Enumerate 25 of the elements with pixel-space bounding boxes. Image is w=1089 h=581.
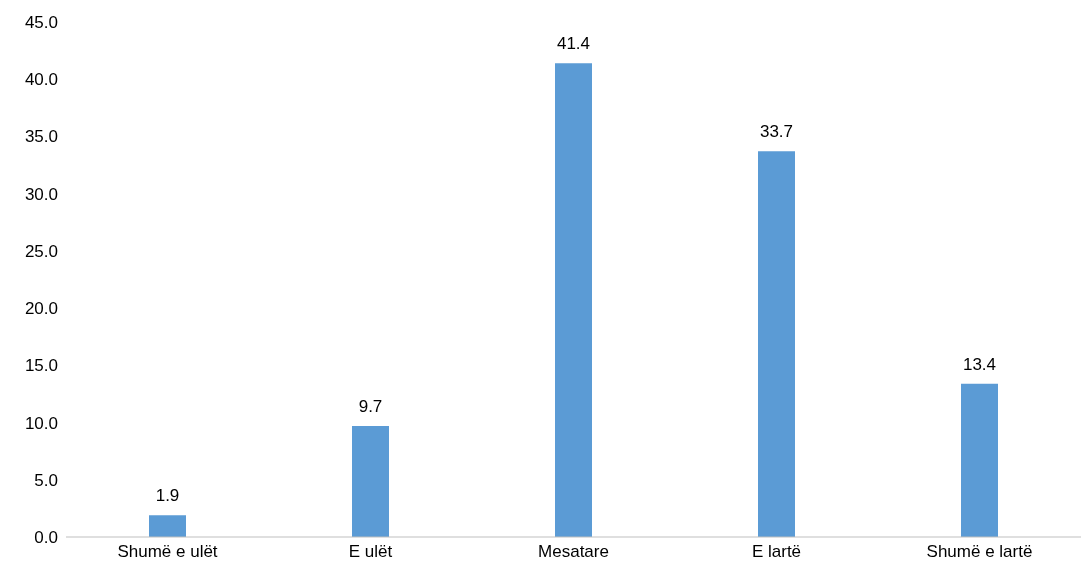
data-label: 9.7 (358, 396, 383, 416)
x-tick-label: Mesatare (538, 542, 609, 562)
x-tick-label: Shumë e ulët (117, 542, 218, 562)
y-tick-label: 30.0 (24, 184, 58, 204)
bar (555, 63, 592, 537)
bar (149, 515, 186, 537)
data-label: 13.4 (962, 354, 997, 374)
y-tick-label: 10.0 (24, 413, 58, 433)
bar (758, 151, 795, 537)
y-tick-label: 40.0 (24, 70, 58, 90)
y-tick-label: 5.0 (34, 470, 58, 490)
data-label: 41.4 (556, 34, 591, 54)
x-tick-label: E lartë (751, 542, 802, 562)
x-tick-label: Shumë e lartë (926, 542, 1033, 562)
data-label: 33.7 (759, 122, 794, 142)
y-tick-label: 35.0 (24, 127, 58, 147)
y-tick-label: 0.0 (34, 528, 58, 548)
y-tick-label: 15.0 (24, 356, 58, 376)
data-label: 1.9 (155, 486, 180, 506)
y-tick-label: 45.0 (24, 13, 58, 33)
bar (352, 425, 389, 537)
y-tick-label: 25.0 (24, 241, 58, 261)
x-tick-label: E ulët (348, 542, 393, 562)
bar (961, 383, 998, 537)
y-tick-label: 20.0 (24, 299, 58, 319)
